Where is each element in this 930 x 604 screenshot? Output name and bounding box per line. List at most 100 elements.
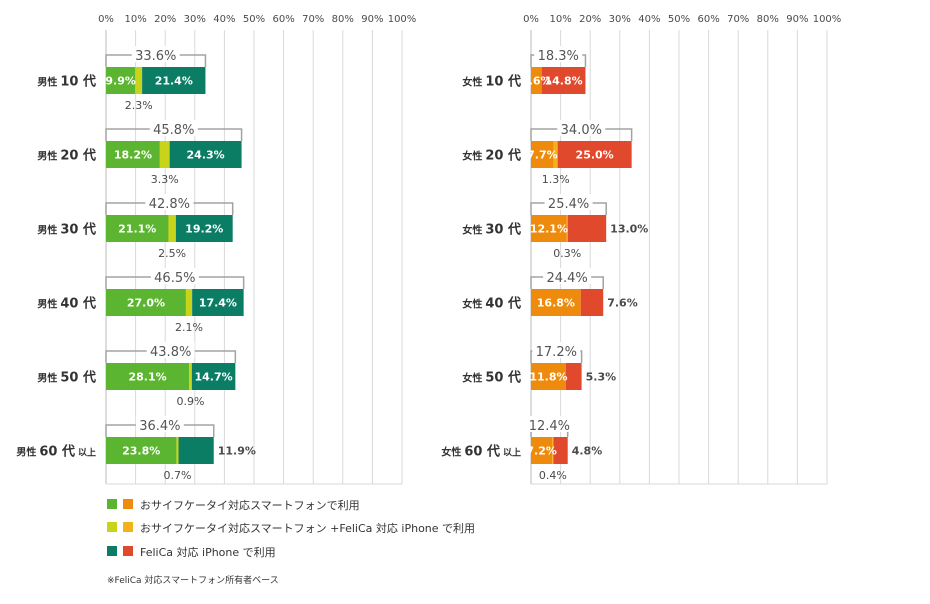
category-suffix: 以上 [78, 447, 96, 459]
bar-value-label: 11.8% [529, 371, 567, 384]
total-label: 43.8% [150, 345, 191, 360]
bar-segment [178, 437, 214, 464]
x-tick-label: 90% [361, 14, 383, 25]
category-gender: 男性 [37, 76, 57, 89]
bar-value-label: 13.0% [610, 223, 648, 236]
bar-value-label: 14.8% [544, 75, 582, 88]
total-label-bg [534, 46, 583, 62]
x-tick-label: 90% [786, 14, 808, 25]
total-label: 42.8% [149, 197, 190, 212]
x-tick-label: 30% [184, 14, 206, 25]
total-label-bg [525, 416, 574, 432]
category-age: 20 代 [485, 148, 521, 164]
total-label-bg [532, 342, 581, 358]
bar-segment [566, 215, 568, 242]
bar-segment [531, 437, 553, 464]
bar-segment [191, 363, 236, 390]
bar-value-label: 7.7% [527, 149, 558, 162]
bar-segment [553, 141, 558, 168]
category-age: 30 代 [60, 222, 96, 238]
combined-value-label: 2.5% [158, 247, 186, 260]
bar-segment [169, 141, 242, 168]
bar-value-label: 19.2% [185, 223, 223, 236]
bar-value-label: 27.0% [127, 297, 165, 310]
x-tick-label: 10% [549, 14, 571, 25]
bar-segment [168, 215, 176, 242]
x-tick-label: 40% [638, 14, 660, 25]
category-gender: 男性 [37, 372, 57, 385]
x-tick-label: 80% [757, 14, 779, 25]
category-label: 女性 20 代 [462, 148, 521, 164]
category-suffix: 以上 [503, 447, 521, 459]
bar-value-label: 5.3% [586, 371, 617, 384]
category-age: 40 代 [485, 296, 521, 312]
category-age: 50 代 [60, 370, 96, 386]
bar-segment [106, 363, 190, 390]
bar-segment [176, 437, 179, 464]
combined-value-label: 2.3% [125, 99, 153, 112]
x-tick-label: 70% [302, 14, 324, 25]
legend-swatch-male [107, 546, 117, 556]
bar-value-label: 3.6% [521, 75, 552, 88]
category-label: 男性 30 代 [37, 222, 96, 238]
bar-segment [553, 437, 568, 464]
bar-value-label: 17.4% [199, 297, 237, 310]
category-age: 60 代 [464, 444, 500, 460]
x-tick-label: 60% [272, 14, 294, 25]
combined-value-label: 0.9% [177, 395, 205, 408]
bar-value-label: 9.9% [105, 75, 136, 88]
x-tick-label: 0% [98, 14, 114, 25]
x-tick-label: 0% [523, 14, 539, 25]
category-label: 男性 20 代 [37, 148, 96, 164]
legend-label: FeliCa 対応 iPhone で利用 [140, 545, 276, 559]
bar-segment [192, 289, 244, 316]
bar-segment [567, 215, 607, 242]
bar-segment [106, 437, 177, 464]
bar-value-label: 16.8% [537, 297, 575, 310]
combined-value-label: 0.7% [164, 469, 192, 482]
category-label: 男性 10 代 [37, 74, 96, 90]
category-label: 男性 40 代 [37, 296, 96, 312]
total-label-bg [150, 268, 199, 284]
combined-value-label: 1.3% [542, 173, 570, 186]
x-tick-label: 30% [609, 14, 631, 25]
category-gender: 男性 [37, 150, 57, 163]
bar-value-label: 25.0% [576, 149, 614, 162]
footnote: ※FeliCa 対応スマートフォン所有者ベース [107, 574, 279, 586]
bar-segment [175, 215, 233, 242]
bar-segment [159, 141, 170, 168]
bar-value-label: 12.1% [530, 223, 568, 236]
total-label-bg [146, 342, 195, 358]
total-label-bg [149, 120, 198, 136]
bar-segment [142, 67, 206, 94]
category-gender: 女性 [462, 372, 482, 385]
total-label: 17.2% [536, 345, 577, 360]
legend-swatch-male [107, 499, 117, 509]
combined-value-label: 0.4% [539, 469, 567, 482]
bar-value-label: 28.1% [129, 371, 167, 384]
bar-value-label: 21.1% [118, 223, 156, 236]
bar-segment [185, 289, 193, 316]
bar-value-label: 7.6% [607, 297, 638, 310]
x-tick-label: 20% [154, 14, 176, 25]
bar-segment [552, 437, 554, 464]
x-tick-label: 60% [697, 14, 719, 25]
category-gender: 男性 [37, 298, 57, 311]
category-age: 30 代 [485, 222, 521, 238]
total-label-bg [543, 268, 592, 284]
bar-value-label: 21.4% [155, 75, 193, 88]
category-age: 60 代 [39, 444, 75, 460]
total-label: 46.5% [154, 271, 195, 286]
category-age: 50 代 [485, 370, 521, 386]
bar-segment [106, 289, 186, 316]
total-label-bg [557, 120, 606, 136]
total-label: 34.0% [561, 123, 602, 138]
total-label: 33.6% [135, 49, 176, 64]
category-age: 10 代 [60, 74, 96, 90]
bar-segment [189, 363, 192, 390]
bar-value-label: 23.8% [122, 445, 160, 458]
bar-segment [135, 67, 143, 94]
category-label: 女性 50 代 [462, 370, 521, 386]
